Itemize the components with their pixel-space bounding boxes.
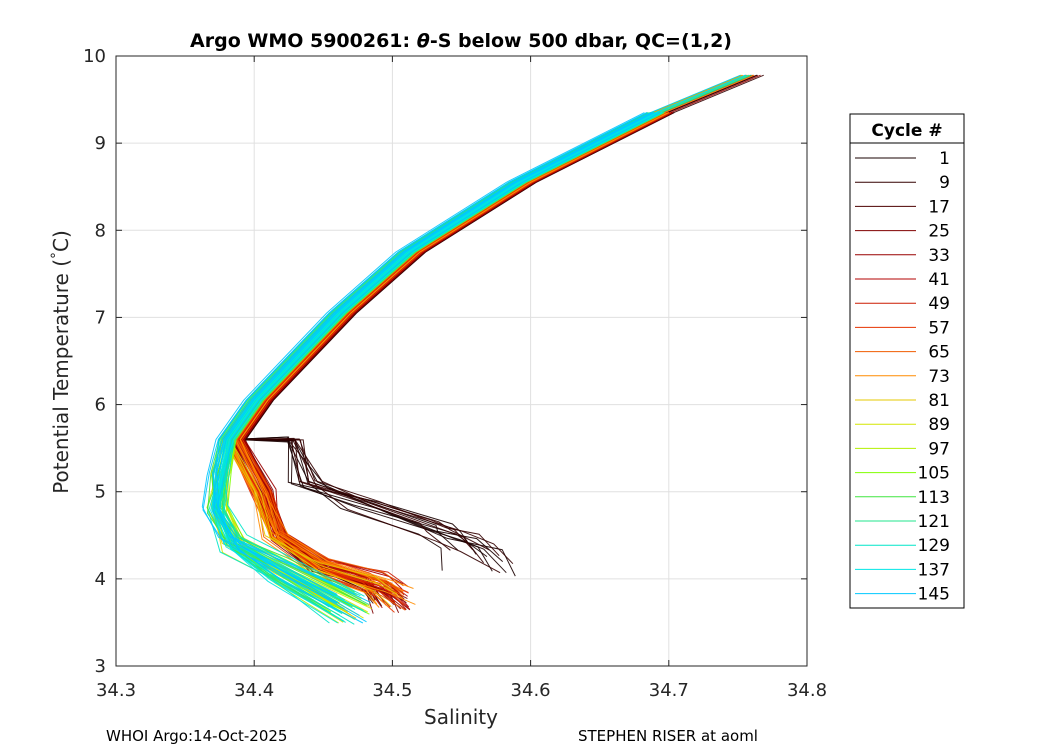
- legend-label: 73: [928, 367, 950, 387]
- y-tick-label: 10: [83, 46, 106, 67]
- legend-entry: 137: [855, 560, 950, 580]
- legend-entry: 57: [855, 318, 950, 338]
- legend-label: 25: [928, 222, 950, 242]
- legend-entry: 81: [855, 391, 950, 411]
- legend-label: 129: [918, 536, 950, 556]
- legend-entry: 105: [855, 464, 950, 484]
- legend-entry: 25: [855, 222, 950, 242]
- legend-entry: 113: [855, 488, 950, 508]
- legend-label: 145: [918, 585, 950, 605]
- footer-right: STEPHEN RISER at aoml: [578, 727, 758, 745]
- plot-frame: [115, 55, 808, 667]
- profile-line: [211, 74, 741, 623]
- profile-line: [216, 112, 653, 604]
- legend-entry: 89: [855, 415, 950, 435]
- legend-label: 49: [928, 294, 950, 314]
- series-layer: [201, 74, 764, 625]
- profile-line: [239, 112, 669, 589]
- profile-line: [237, 112, 668, 587]
- y-tick-label: 3: [95, 656, 106, 677]
- legend-entry: 9: [855, 173, 950, 193]
- x-tick-label: 34.4: [234, 680, 274, 701]
- legend-label: 121: [918, 512, 950, 532]
- x-tick-label: 34.6: [511, 680, 551, 701]
- legend-entry: 97: [855, 439, 950, 459]
- legend-entries: 1 9 17 25 33 41 49 57 65 73 81 89 97 105 113 121 129 137 1…: [855, 149, 950, 605]
- legend-label: 105: [918, 464, 950, 484]
- profile-line: [213, 74, 746, 608]
- x-tick-label: 34.7: [649, 680, 689, 701]
- legend-label: 41: [928, 270, 950, 290]
- tick-layer: 34.3 34.4 34.5 34.6 34.7 34.8 3 4 5 6 7 8 9 10: [83, 46, 827, 701]
- legend-label: 81: [928, 391, 950, 411]
- legend-entry: 41: [855, 270, 950, 290]
- legend-entry: 1: [855, 149, 950, 169]
- legend-label: 137: [918, 560, 950, 580]
- legend-label: 97: [928, 439, 950, 459]
- legend-label: 113: [918, 488, 950, 508]
- grid-layer: [116, 56, 807, 666]
- legend-label: 9: [939, 173, 950, 193]
- legend-entry: 129: [855, 536, 950, 556]
- x-tick-label: 34.3: [96, 680, 136, 701]
- legend-label: 89: [928, 415, 950, 435]
- y-axis-label: Potential Temperature (°C): [49, 230, 73, 494]
- legend-entry: 121: [855, 512, 950, 532]
- y-tick-label: 8: [95, 220, 106, 241]
- y-tick-label: 7: [95, 307, 106, 328]
- x-axis-label: Salinity: [424, 705, 498, 729]
- legend-label: 65: [928, 343, 950, 363]
- legend-entry: 73: [855, 367, 950, 387]
- legend-entry: 33: [855, 246, 950, 266]
- legend-title: Cycle #: [871, 121, 942, 141]
- y-tick-label: 9: [95, 133, 106, 154]
- profile-line: [212, 112, 648, 624]
- plot-area: [116, 56, 807, 666]
- legend-entry: 49: [855, 294, 950, 314]
- y-tick-label: 5: [95, 482, 106, 503]
- legend-label: 57: [928, 318, 950, 338]
- chart-title: Argo WMO 5900261: θ-S below 500 dbar, QC…: [190, 30, 732, 52]
- legend-box: [849, 113, 965, 609]
- x-tick-label: 34.5: [372, 680, 412, 701]
- legend-entry: 65: [855, 343, 950, 363]
- footer-left: WHOI Argo:14-Oct-2025: [106, 727, 287, 745]
- legend-label: 17: [928, 197, 950, 217]
- legend: Cycle # 1 9 17 25 33 41 49 57 65 73 81 89 97 105 113 12…: [849, 113, 965, 609]
- y-tick-label: 6: [95, 395, 106, 416]
- x-tick-label: 34.8: [787, 680, 827, 701]
- legend-label: 1: [939, 149, 950, 169]
- profile-line: [201, 112, 645, 595]
- profile-line: [217, 112, 661, 597]
- legend-entry: 145: [855, 585, 950, 605]
- legend-entry: 17: [855, 197, 950, 217]
- y-tick-label: 4: [95, 569, 106, 590]
- legend-label: 33: [928, 246, 950, 266]
- profile-line: [222, 112, 665, 614]
